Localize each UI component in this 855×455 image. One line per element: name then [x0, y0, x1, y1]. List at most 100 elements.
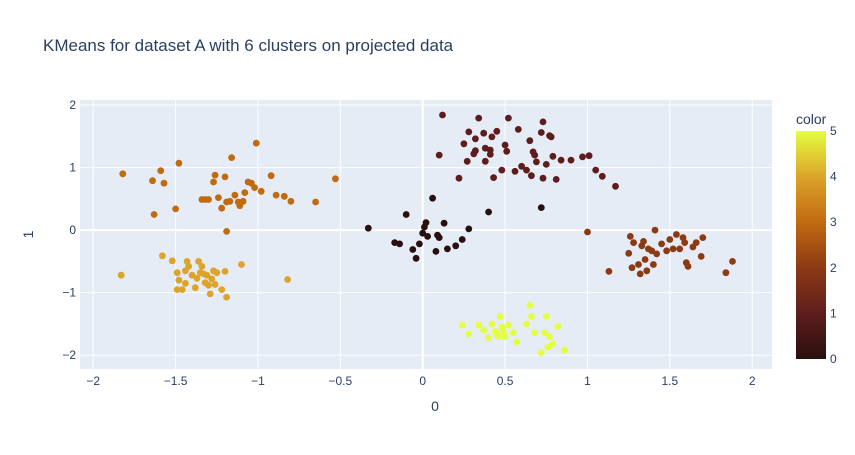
scatter-point — [628, 264, 636, 272]
scatter-point — [444, 245, 451, 253]
scatter-point — [157, 167, 165, 175]
scatter-point — [496, 313, 504, 320]
scatter-point — [539, 118, 547, 126]
scatter-point — [280, 192, 288, 200]
scatter-point — [429, 194, 436, 202]
scatter-point — [267, 172, 275, 180]
scatter-point — [150, 211, 158, 218]
scatter-point — [697, 253, 705, 260]
scatter-point — [552, 176, 560, 183]
cluster-1 — [435, 111, 619, 190]
scatter-point — [480, 326, 488, 334]
scatter-point — [722, 269, 730, 277]
scatter-point — [549, 152, 557, 160]
scatter-point — [523, 166, 530, 174]
cluster-4 — [117, 252, 291, 301]
scatter-point — [472, 135, 479, 143]
scatter-point — [531, 329, 539, 337]
scatter-point — [460, 140, 468, 148]
scatter-point — [208, 275, 216, 283]
scatter-point — [175, 159, 183, 167]
y-axis-title: 1 — [20, 230, 36, 238]
colorbar-tick-label: 5 — [830, 124, 837, 138]
scatter-point — [485, 334, 492, 342]
scatter-point — [251, 184, 258, 192]
scatter-point — [490, 174, 497, 182]
scatter-point — [188, 271, 196, 279]
scatter-point — [213, 269, 221, 277]
scatter-point — [228, 154, 236, 162]
scatter-point — [612, 182, 619, 190]
colorbar-tick-label: 4 — [830, 170, 837, 184]
scatter-point — [402, 211, 410, 218]
scatter-point — [557, 156, 565, 164]
scatter-point — [226, 197, 234, 205]
scatter-point — [511, 167, 519, 175]
scatter-point — [252, 139, 260, 147]
x-tick-label: −1.5 — [164, 374, 188, 388]
scatter-point — [546, 333, 553, 340]
scatter-point — [198, 263, 206, 270]
scatter-point — [636, 270, 644, 278]
scatter-point — [458, 321, 466, 329]
scatter-point — [592, 166, 600, 174]
scatter-point — [396, 240, 403, 248]
scatter-point — [465, 225, 473, 233]
scatter-point — [480, 129, 488, 137]
scatter-point — [537, 129, 545, 136]
scatter-point — [681, 239, 689, 247]
scatter-point — [173, 269, 181, 277]
scatter-point — [493, 127, 501, 135]
x-tick-label: 0.5 — [497, 374, 514, 388]
colorbar-tick-label: 2 — [830, 261, 837, 275]
scatter-point — [439, 111, 446, 119]
scatter-point — [598, 172, 606, 180]
scatter-point — [117, 271, 125, 279]
colorbar — [796, 131, 826, 359]
scatter-point — [422, 219, 430, 227]
scatter-point — [218, 286, 226, 293]
scatter-point — [211, 171, 219, 179]
scatter-point — [544, 343, 552, 351]
scatter-point — [119, 170, 127, 178]
scatter-point — [185, 263, 193, 270]
scatter-point — [549, 340, 557, 348]
chart-title: KMeans for dataset A with 6 clusters on … — [43, 36, 454, 55]
scatter-point — [561, 346, 568, 354]
scatter-point — [514, 125, 522, 133]
scatter-point — [531, 151, 539, 159]
y-tick-label: −2 — [62, 348, 76, 362]
scatter-point — [650, 261, 657, 268]
scatter-point — [579, 153, 586, 161]
scatter-point — [465, 128, 473, 136]
scatter-point — [528, 172, 535, 180]
cluster-2 — [584, 226, 736, 278]
x-tick-label: 2 — [749, 374, 756, 388]
y-tick-label: 1 — [69, 161, 76, 175]
scatter-point — [518, 162, 525, 170]
scatter-point — [223, 228, 231, 235]
scatter-point — [412, 254, 420, 262]
scatter-point — [488, 133, 496, 141]
scatter-point — [630, 239, 637, 247]
x-tick-label: 1 — [584, 374, 591, 388]
scatter-point — [175, 276, 183, 284]
scatter-point — [475, 321, 483, 329]
scatter-point — [221, 268, 229, 275]
scatter-point — [205, 281, 212, 289]
scatter-point — [663, 247, 670, 255]
scatter-point — [465, 330, 473, 338]
scatter-point — [509, 329, 517, 337]
scatter-point — [238, 261, 245, 268]
scatter-point — [648, 247, 656, 255]
scatter-point — [223, 293, 231, 301]
scatter-point — [643, 267, 651, 275]
scatter-point — [537, 349, 545, 357]
y-tick-label: 0 — [69, 223, 76, 237]
scatter-point — [547, 133, 555, 141]
x-tick-label: 1.5 — [662, 374, 679, 388]
scatter-point — [332, 175, 339, 183]
scatter-point — [503, 147, 511, 155]
scatter-point — [651, 226, 659, 234]
